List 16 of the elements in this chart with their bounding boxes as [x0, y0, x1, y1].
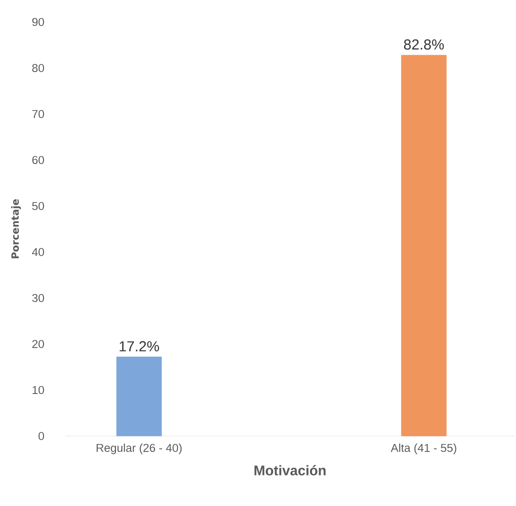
y-tick-label: 10	[32, 386, 44, 394]
y-tick-label: 60	[32, 156, 44, 164]
y-tick-label: 30	[32, 294, 44, 302]
data-label: 17.2%	[120, 341, 160, 352]
y-tick-label: 40	[32, 248, 44, 256]
data-label: 82.8%	[404, 39, 444, 50]
y-tick-label: 50	[32, 202, 44, 210]
y-tick-label: 90	[32, 18, 44, 26]
y-tick-label: 80	[32, 64, 44, 72]
y-tick-label: 70	[32, 110, 44, 118]
x-axis-title: Motivación	[254, 465, 326, 476]
y-tick-label: 20	[32, 340, 44, 348]
y-axis-title: Porcentaje	[11, 199, 21, 258]
x-tick-label: Regular (26 - 40)	[96, 444, 182, 454]
y-tick-label: 0	[38, 432, 44, 440]
x-tick-label: Alta (41 - 55)	[390, 444, 456, 454]
